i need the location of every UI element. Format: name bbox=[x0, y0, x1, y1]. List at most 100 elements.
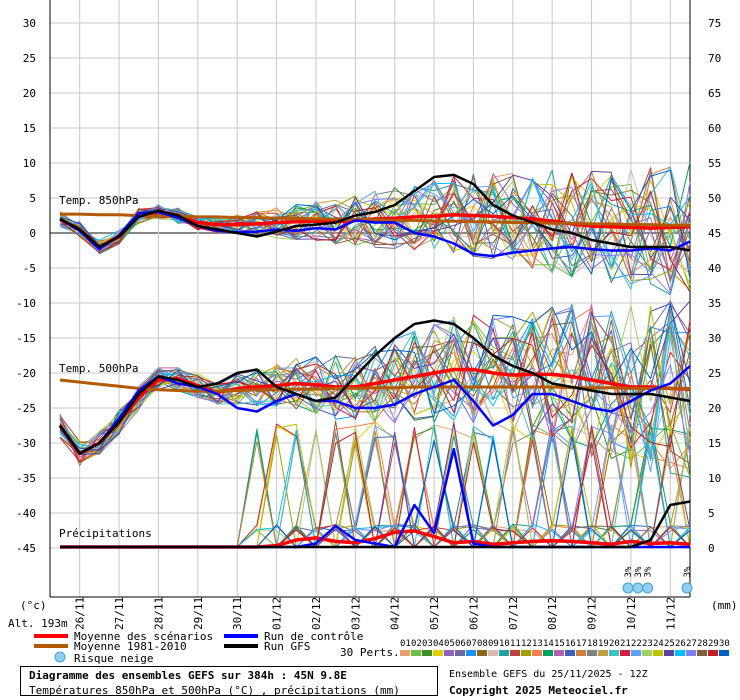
perturbation-id: 19 bbox=[598, 639, 609, 649]
perturbation-swatch bbox=[400, 650, 410, 656]
perturbation-500-line bbox=[59, 319, 691, 463]
perturbation-500-line bbox=[59, 305, 691, 462]
perturbation-id: 06 bbox=[455, 639, 466, 649]
perturbation-id: 30 bbox=[719, 639, 730, 649]
chart-subtitle: Températures 850hPa et 500hPa (°C) , pré… bbox=[29, 684, 400, 697]
series-line-precip_mm bbox=[60, 500, 691, 549]
y-tick-left: 0 bbox=[29, 227, 36, 240]
right-axis-unit: (mm) bbox=[711, 599, 738, 612]
legend-label-gfs: Run GFS bbox=[264, 640, 310, 653]
perturbation-swatch bbox=[642, 650, 652, 656]
x-tick-label: 04/12 bbox=[389, 597, 402, 630]
perturbation-swatch bbox=[631, 650, 641, 656]
y-tick-left: -40 bbox=[16, 507, 36, 520]
perturbation-swatch bbox=[543, 650, 553, 656]
perturbation-id: 08 bbox=[477, 639, 488, 649]
perturbation-id: 27 bbox=[686, 639, 697, 649]
y-tick-left: -20 bbox=[16, 367, 36, 380]
y-tick-left: -5 bbox=[23, 262, 36, 275]
y-tick-right: 25 bbox=[708, 367, 721, 380]
y-tick-right: 65 bbox=[708, 87, 721, 100]
perturbation-id: 09 bbox=[488, 639, 499, 649]
x-tick-label: 10/12 bbox=[625, 597, 638, 630]
snow-risk-label: 3% bbox=[624, 566, 634, 577]
perturbation-swatch bbox=[609, 650, 619, 656]
left-axis-unit: (°c) bbox=[20, 599, 47, 612]
perturbation-swatch bbox=[411, 650, 421, 656]
panel-label: Temp. 850hPa bbox=[59, 194, 138, 207]
x-tick-label: 30/11 bbox=[231, 597, 244, 630]
perturbation-850-line bbox=[59, 167, 691, 282]
snow-risk-icon bbox=[622, 582, 634, 594]
perturbation-swatch bbox=[488, 650, 498, 656]
perturbation-id: 16 bbox=[565, 639, 576, 649]
y-tick-left: -10 bbox=[16, 297, 36, 310]
snow-risk-icon bbox=[681, 582, 693, 594]
y-tick-left: 25 bbox=[23, 52, 36, 65]
footer-title-box: Diagramme des ensembles GEFS sur 384h : … bbox=[20, 666, 438, 697]
x-tick-label: 29/11 bbox=[192, 597, 205, 630]
perturbation-id: 26 bbox=[675, 639, 686, 649]
perturbation-swatch bbox=[554, 650, 564, 656]
perturbation-swatch bbox=[653, 650, 663, 656]
perturbation-swatch bbox=[510, 650, 520, 656]
perturbation-id: 25 bbox=[664, 639, 675, 649]
perturbation-500-line bbox=[59, 326, 691, 444]
panel-label: Précipitations bbox=[59, 527, 152, 540]
y-tick-left: -25 bbox=[16, 402, 36, 415]
perturbation-500-line bbox=[59, 323, 691, 450]
snow-risk-label: 3% bbox=[683, 566, 693, 577]
perturbation-swatch bbox=[455, 650, 465, 656]
perturbation-id: 17 bbox=[576, 639, 587, 649]
legend-label-mean: Moyenne des scénarios bbox=[74, 630, 213, 643]
series-line-500hPa bbox=[58, 319, 691, 455]
legend-label-control: Run de contrôle bbox=[264, 630, 363, 643]
y-tick-left: -30 bbox=[16, 437, 36, 450]
perturbation-swatch bbox=[433, 650, 443, 656]
perturbation-id: 12 bbox=[521, 639, 532, 649]
y-tick-right: 15 bbox=[708, 437, 721, 450]
y-tick-right: 75 bbox=[708, 17, 721, 30]
y-tick-right: 35 bbox=[708, 297, 721, 310]
y-tick-left: 20 bbox=[23, 87, 36, 100]
y-tick-right: 50 bbox=[708, 192, 721, 205]
y-tick-left: -45 bbox=[16, 542, 36, 555]
series-line-850hPa bbox=[59, 210, 691, 258]
chart-title: Diagramme des ensembles GEFS sur 384h : … bbox=[29, 669, 347, 682]
perturbation-id: 04 bbox=[433, 639, 444, 649]
legend-label-snow: Risque neige bbox=[74, 652, 153, 665]
perturbation-swatch bbox=[532, 650, 542, 656]
y-tick-right: 0 bbox=[708, 542, 715, 555]
x-tick-label: 01/12 bbox=[271, 597, 284, 630]
perturbation-id: 01 bbox=[400, 639, 411, 649]
perturbation-850-line bbox=[59, 178, 691, 271]
perturbation-swatch bbox=[565, 650, 575, 656]
x-tick-label: 26/11 bbox=[74, 597, 87, 630]
run-info: Ensemble GEFS du 25/11/2025 - 12Z bbox=[449, 669, 648, 680]
perturbation-id: 28 bbox=[697, 639, 708, 649]
perturbation-id: 23 bbox=[642, 639, 653, 649]
perturbation-id: 15 bbox=[554, 639, 565, 649]
perturbation-id: 02 bbox=[411, 639, 422, 649]
x-tick-label: 06/12 bbox=[467, 597, 480, 630]
altitude-label: Alt. 193m bbox=[8, 617, 68, 630]
chart-series: 3% 3% 3% 3% bbox=[58, 162, 693, 594]
x-tick-label: 28/11 bbox=[152, 597, 165, 630]
series-line-850hPa bbox=[60, 212, 690, 227]
perturbation-500-line bbox=[59, 304, 691, 458]
y-tick-right: 60 bbox=[708, 122, 721, 135]
perturbation-swatch bbox=[697, 650, 707, 656]
y-tick-left: -35 bbox=[16, 472, 36, 485]
series-line-850hPa bbox=[59, 173, 691, 252]
x-tick-label: 02/12 bbox=[310, 597, 323, 630]
y-tick-right: 70 bbox=[708, 52, 721, 65]
perturbation-500-line bbox=[59, 300, 691, 455]
perturbation-id: 03 bbox=[422, 639, 433, 649]
series-line-500hPa bbox=[59, 378, 690, 393]
y-tick-right: 55 bbox=[708, 157, 721, 170]
y-tick-left: 10 bbox=[23, 157, 36, 170]
x-tick-label: 05/12 bbox=[428, 597, 441, 630]
perturbation-swatch bbox=[587, 650, 597, 656]
